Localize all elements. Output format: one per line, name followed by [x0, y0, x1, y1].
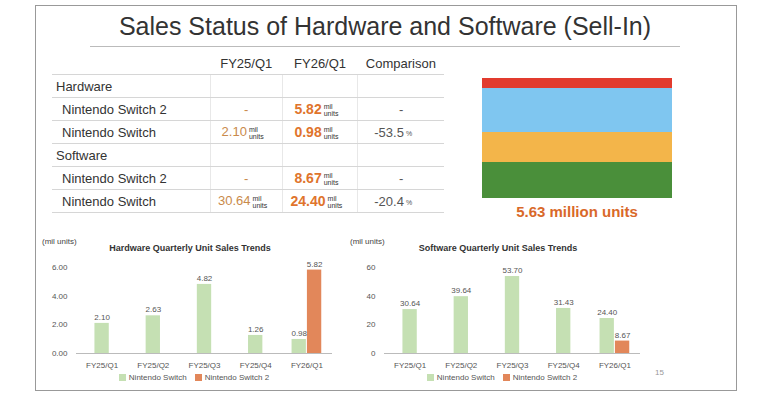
html-text:mil units: mil units: [323, 172, 339, 187]
svg-text:6.00: 6.00: [52, 263, 68, 272]
svg-text:FY26/Q1: FY26/Q1: [599, 361, 632, 370]
html-text:Nintendo Switch 2: Nintendo Switch 2: [204, 373, 270, 382]
svg-text:FY26/Q1: FY26/Q1: [291, 361, 324, 370]
svg-text:30.64: 30.64: [400, 299, 421, 308]
svg-text:2.10: 2.10: [94, 313, 110, 322]
html-text:24.40: 24.40: [290, 192, 326, 209]
html-text:5.63 million units: 5.63 million units: [516, 203, 638, 220]
svg-text:FY25/Q4: FY25/Q4: [240, 361, 273, 370]
svg-text:40: 40: [367, 292, 376, 301]
html-text:Nintendo Switch 2: Nintendo Switch 2: [512, 373, 578, 382]
svg-text:2.63: 2.63: [146, 305, 162, 314]
svg-text:4.82: 4.82: [197, 274, 213, 283]
html-text:(mil units): (mil units): [42, 237, 77, 246]
svg-text:FY25/Q4: FY25/Q4: [548, 361, 581, 370]
html-text:Nintendo Switch: Nintendo Switch: [62, 124, 156, 140]
svg-text:2.00: 2.00: [52, 320, 68, 329]
html-text:5.82: 5.82: [294, 100, 322, 117]
html-text:8.67: 8.67: [294, 169, 322, 186]
html-text:Sales Status of Hardware and S: Sales Status of Hardware and Software (S…: [118, 12, 652, 40]
svg-text:FY25/Q1: FY25/Q1: [86, 361, 119, 370]
svg-text:39.64: 39.64: [451, 286, 472, 295]
html-text:Nintendo Switch: Nintendo Switch: [436, 373, 495, 382]
html-text:mil units: mil units: [323, 103, 339, 118]
html-text:FY26/Q1: FY26/Q1: [294, 55, 347, 71]
html-text:-53.5%: -53.5%: [374, 124, 413, 140]
html-text:Nintendo Switch 2: Nintendo Switch 2: [62, 101, 167, 117]
svg-text:0.00: 0.00: [52, 349, 68, 358]
svg-text:FY25/Q3: FY25/Q3: [188, 361, 221, 370]
svg-text:4.00: 4.00: [52, 292, 68, 301]
svg-text:31.43: 31.43: [554, 298, 575, 307]
html-text:Nintendo Switch 2: Nintendo Switch 2: [62, 170, 167, 186]
svg-text:0.98: 0.98: [291, 329, 307, 338]
svg-text:FY25/Q1: FY25/Q1: [394, 361, 427, 370]
svg-text:0: 0: [371, 349, 376, 358]
svg-text:5.82: 5.82: [307, 260, 323, 269]
svg-text:53.70: 53.70: [502, 266, 523, 275]
html-text:Hardware: Hardware: [56, 78, 113, 94]
html-text:Comparison: Comparison: [365, 55, 436, 71]
html-text:mil units: mil units: [323, 126, 339, 141]
svg-text:FY25/Q2: FY25/Q2: [445, 361, 478, 370]
html-text:0.98: 0.98: [294, 123, 322, 140]
html-text:mil units: mil units: [327, 195, 343, 210]
svg-text:24.40: 24.40: [597, 308, 618, 317]
svg-text:FY25/Q2: FY25/Q2: [137, 361, 170, 370]
html-text:Software: Software: [56, 147, 108, 163]
html-text:30.64mil units: 30.64mil units: [218, 193, 268, 209]
html-text:2.10mil units: 2.10mil units: [221, 124, 264, 140]
html-text:Nintendo Switch: Nintendo Switch: [128, 373, 187, 382]
html-text:Software Quarterly Unit Sales: Software Quarterly Unit Sales Trends: [418, 243, 578, 253]
html-text:15: 15: [655, 368, 664, 377]
html-text:-20.4%: -20.4%: [374, 193, 413, 209]
svg-text:60: 60: [367, 263, 376, 272]
html-text:Nintendo Switch: Nintendo Switch: [62, 193, 156, 209]
svg-text:20: 20: [367, 320, 376, 329]
svg-text:FY25/Q3: FY25/Q3: [496, 361, 529, 370]
svg-text:8.67: 8.67: [615, 331, 631, 340]
html-text:(mil units): (mil units): [350, 237, 385, 246]
html-text:Hardware Quarterly Unit Sales: Hardware Quarterly Unit Sales Trends: [109, 243, 271, 253]
svg-text:1.26: 1.26: [248, 325, 264, 334]
html-text:FY25/Q1: FY25/Q1: [220, 55, 273, 71]
